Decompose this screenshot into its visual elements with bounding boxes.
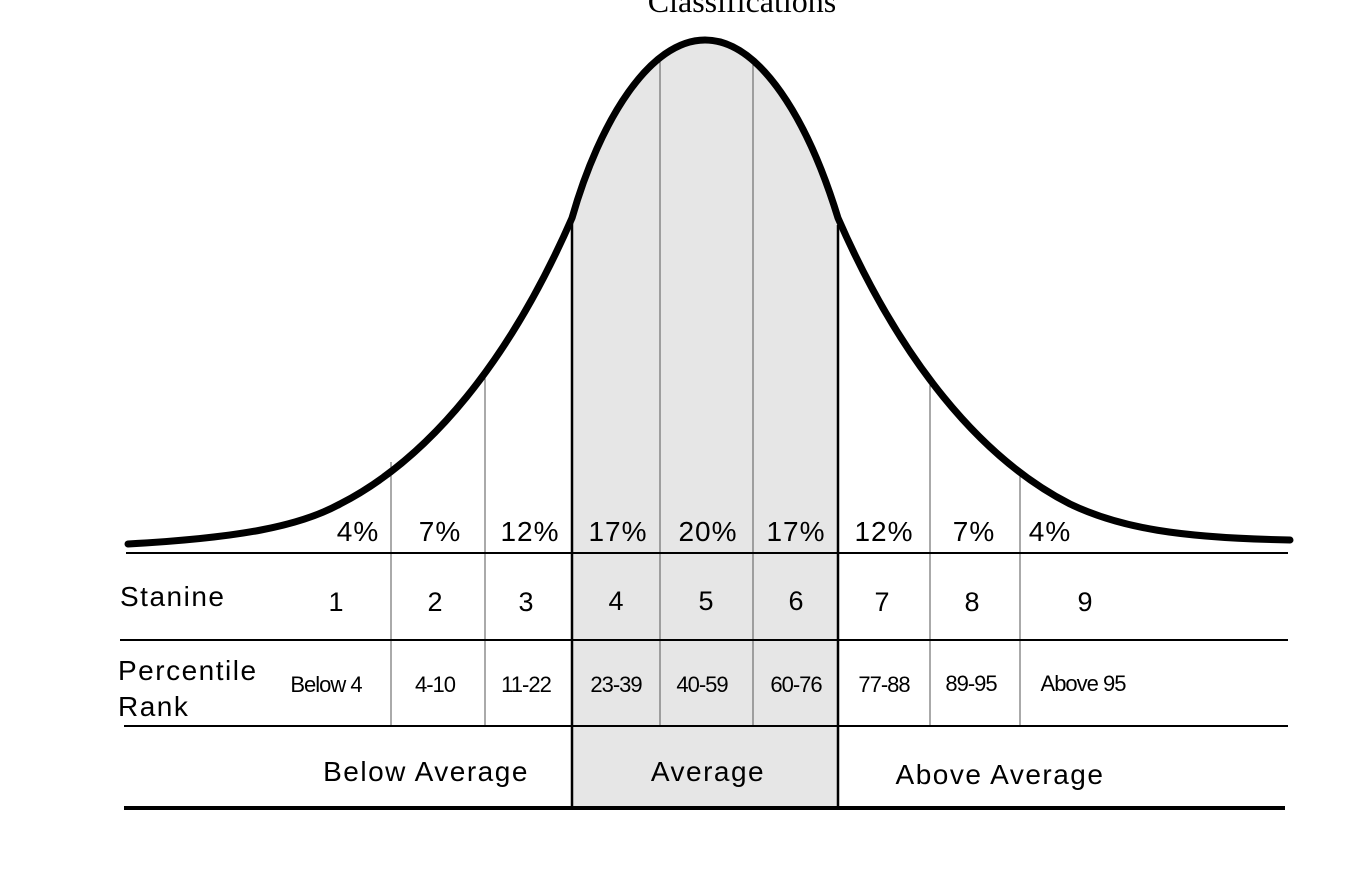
percentile-rank-2: 4-10 xyxy=(415,672,456,697)
percentage-labels: 4% 7% 12% 17% 20% 17% 12% 7% 4% xyxy=(337,516,1071,547)
percentile-rank-3: 11-22 xyxy=(501,672,551,697)
percentage-label-8: 7% xyxy=(953,516,995,547)
percentile-row-label-line2: Rank xyxy=(118,691,189,722)
percentile-rank-7: 77-88 xyxy=(858,672,910,697)
percentile-rank-9: Above 95 xyxy=(1041,671,1127,696)
classification-below-average: Below Average xyxy=(323,756,529,787)
percentile-rank-8: 89-95 xyxy=(945,671,997,696)
average-boundaries xyxy=(570,215,840,808)
table-rules xyxy=(120,552,1288,810)
stanine-values: 1 2 3 4 5 6 7 8 9 xyxy=(328,586,1092,617)
classification-above-average: Above Average xyxy=(896,759,1105,790)
stanine-value-3: 3 xyxy=(518,587,533,617)
percentage-label-2: 7% xyxy=(419,516,461,547)
stanine-value-9: 9 xyxy=(1077,587,1092,617)
stanine-row-label: Stanine xyxy=(120,581,225,612)
percentage-label-7: 12% xyxy=(854,516,913,547)
classification-labels: Below Average Average Above Average xyxy=(323,756,1105,790)
percentile-rank-1: Below 4 xyxy=(290,672,362,697)
stanine-value-1: 1 xyxy=(328,587,343,617)
stanine-value-7: 7 xyxy=(874,587,889,617)
percentage-label-3: 12% xyxy=(500,516,559,547)
percentile-rank-values: Below 4 4-10 11-22 23-39 40-59 60-76 77-… xyxy=(290,671,1127,697)
percentage-label-6: 17% xyxy=(766,516,825,547)
percentile-rank-4: 23-39 xyxy=(590,672,642,697)
percentage-label-9: 4% xyxy=(1029,516,1071,547)
stanine-value-6: 6 xyxy=(788,586,803,616)
diagram-title: Classifications xyxy=(648,0,836,19)
stanine-value-8: 8 xyxy=(964,587,979,617)
percentage-label-5: 20% xyxy=(678,516,737,547)
percentage-label-1: 4% xyxy=(337,516,379,547)
percentile-rank-5: 40-59 xyxy=(676,672,728,697)
stanine-value-2: 2 xyxy=(427,587,442,617)
percentile-rank-6: 60-76 xyxy=(770,672,822,697)
bell-curve xyxy=(124,36,1294,548)
percentage-label-4: 17% xyxy=(588,516,647,547)
classification-average: Average xyxy=(651,756,765,787)
stanine-value-4: 4 xyxy=(608,586,623,616)
stanine-value-5: 5 xyxy=(698,586,713,616)
percentile-row-label-line1: Percentile xyxy=(118,655,258,686)
average-shaded-region xyxy=(572,40,838,808)
